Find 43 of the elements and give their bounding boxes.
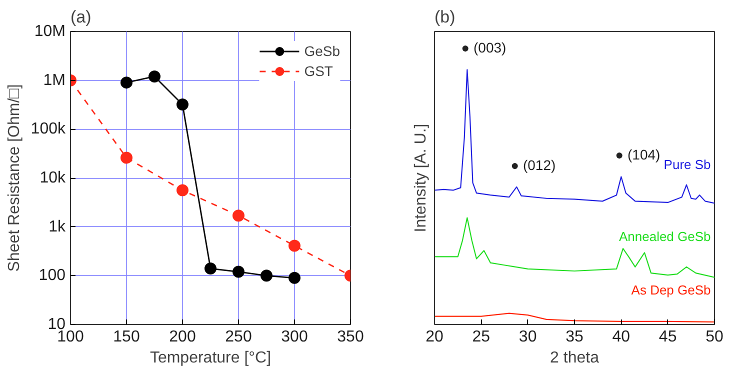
annotation: ● (012) [510,156,556,173]
point [232,266,244,278]
x-tick-label: 300 [281,328,308,346]
y-tick-label: 100 [38,267,66,284]
point [204,262,216,275]
point [120,76,132,89]
x-tick-label: 20 [426,328,444,346]
series-label: As Dep GeSb [631,282,711,298]
y-tick-label: 10M [34,23,66,40]
point [288,272,300,284]
x-tick-label: 25 [472,328,490,346]
point [260,270,272,282]
x-tick-label: 35 [566,328,584,346]
point [176,184,188,196]
x-tick-label: 50 [706,328,724,346]
chart-title: (a) [70,8,92,26]
x-tick-label: 150 [113,328,140,346]
point [176,98,188,110]
x-axis-title: Temperature [°C] [150,350,272,366]
point [120,152,132,164]
series-label: Pure Sb [664,157,711,172]
x-tick-label: 40 [612,328,630,346]
series-label: Annealed GeSb [618,228,711,244]
x-tick-label: 45 [658,328,677,346]
x-tick-label: 250 [225,328,252,346]
y-axis-title: Intensity [A. U.] [412,124,430,232]
legend-label: GeSb [304,43,340,59]
y-tick-label: 1k [48,218,66,236]
x-tick-label: 30 [518,328,537,346]
x-tick-label: 350 [337,328,364,346]
y-tick-label: 100k [30,120,66,138]
x-tick-label: 200 [169,328,196,346]
chart-title: (b) [434,8,456,26]
legend-label: GST [304,63,333,79]
y-tick-label: 1M [43,72,66,89]
annotation: ● (104) [615,146,660,163]
annotation: ● (003) [461,40,506,56]
point [232,210,244,222]
point [148,70,160,82]
y-tick-label: 10k [40,170,66,186]
x-axis-title: 2 theta [550,350,600,366]
point [288,240,300,252]
y-axis-title: Sheet Resistance [Ohm/□] [6,84,23,272]
